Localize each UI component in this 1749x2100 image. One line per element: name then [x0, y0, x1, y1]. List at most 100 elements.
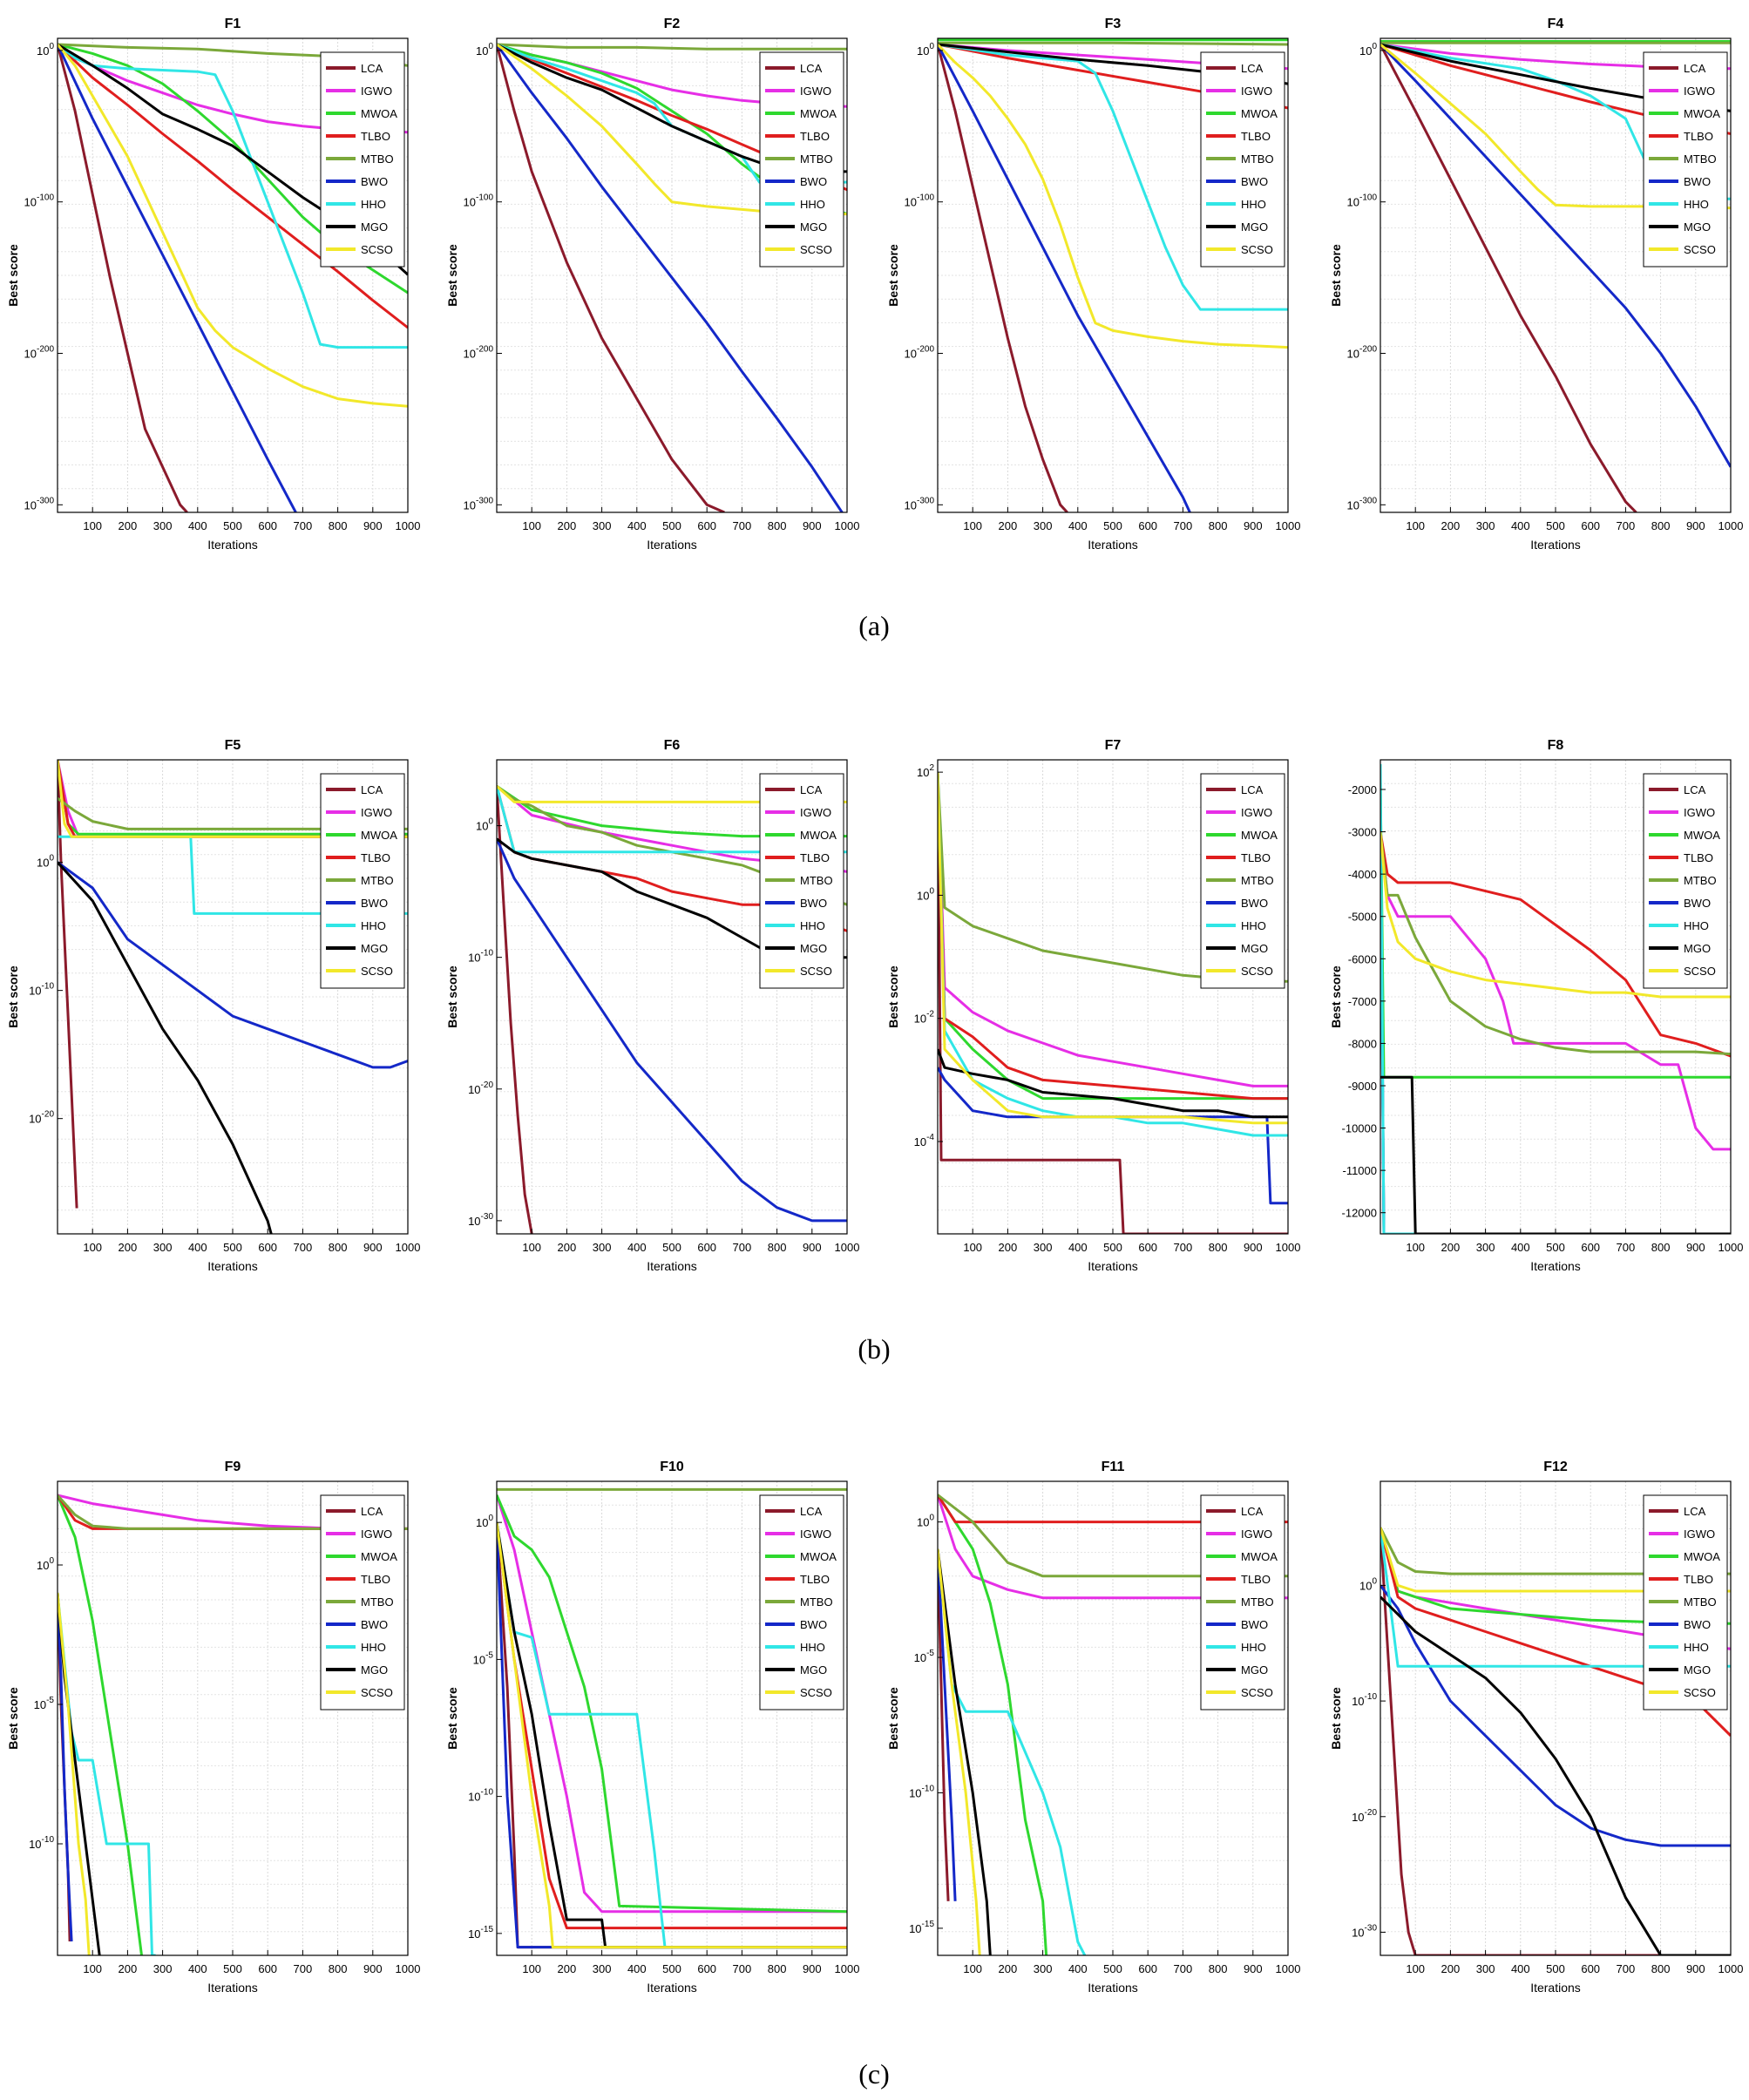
series-line-mwoa: [58, 1494, 143, 1955]
x-tick-label: 300: [1476, 1241, 1495, 1254]
legend-label-igwo: IGWO: [361, 85, 392, 98]
y-tick-label: 10-100: [24, 193, 55, 209]
x-tick-label: 100: [522, 1962, 541, 1975]
x-tick-label: 100: [1406, 1962, 1425, 1975]
x-tick-label: 900: [803, 1241, 822, 1254]
series-line-mgo: [497, 1521, 847, 1949]
x-tick-label: 100: [963, 519, 982, 532]
chart-title: F7: [1105, 738, 1122, 753]
caption-a: (a): [858, 610, 890, 641]
legend-label-mtbo: MTBO: [800, 1595, 833, 1609]
legend-label-hho: HHO: [800, 198, 825, 211]
series-line-bwo: [58, 44, 297, 512]
legend-label-lca: LCA: [361, 783, 383, 796]
x-tick-label: 1000: [396, 519, 421, 532]
y-tick-label: 10-10: [29, 982, 54, 998]
x-tick-label: 600: [1138, 1241, 1157, 1254]
x-tick-label: 700: [1617, 1241, 1636, 1254]
y-tick-label: 100: [37, 854, 54, 870]
y-tick-label: 10-100: [464, 193, 494, 209]
x-tick-label: 600: [1138, 1962, 1157, 1975]
legend-label-scso: SCSO: [1241, 243, 1273, 256]
y-tick-label: 100: [917, 1514, 934, 1529]
legend-label-igwo: IGWO: [361, 1528, 392, 1541]
chart-f8: 100 200 300 400 500 600 700 800 900 1000 -2000 -300…: [1329, 738, 1743, 1273]
x-tick-label: 400: [1511, 1241, 1530, 1254]
x-tick-label: 500: [662, 1241, 681, 1254]
x-tick-label: 500: [1546, 1241, 1565, 1254]
x-tick-label: 1000: [1718, 1241, 1744, 1254]
chart-title: F11: [1102, 1460, 1125, 1474]
x-axis-label: Iterations: [1088, 538, 1138, 552]
x-tick-label: 400: [1068, 1962, 1088, 1975]
series-line-mtbo: [1380, 831, 1731, 1056]
series-line-scso: [1380, 1527, 1731, 1593]
legend-label-scso: SCSO: [361, 1686, 393, 1699]
x-tick-label: 700: [733, 1962, 752, 1975]
x-tick-label: 900: [1686, 1962, 1705, 1975]
y-tick-label: 10-10: [468, 949, 493, 965]
x-tick-label: 700: [733, 519, 752, 532]
x-tick-label: 300: [1476, 519, 1495, 532]
legend-label-hho: HHO: [1684, 1641, 1709, 1654]
x-tick-label: 900: [803, 519, 822, 532]
legend-label-mtbo: MTBO: [800, 152, 833, 166]
chart-title: F9: [225, 1460, 241, 1474]
legend-label-mtbo: MTBO: [1241, 152, 1274, 166]
x-tick-label: 600: [258, 519, 277, 532]
legend: LCA IGWO MWOA TLBO MTBO BWO HHO MGO SCSO: [759, 773, 844, 989]
x-tick-label: 200: [999, 1241, 1018, 1254]
legend-label-hho: HHO: [1241, 198, 1266, 211]
y-axis-label: Best score: [886, 244, 900, 307]
legend-label-lca: LCA: [1241, 1505, 1264, 1518]
x-tick-label: 200: [119, 1962, 138, 1975]
x-tick-label: 800: [768, 1962, 787, 1975]
x-tick-label: 600: [697, 1962, 716, 1975]
x-tick-label: 400: [1511, 519, 1530, 532]
series-line-scso: [58, 760, 408, 838]
x-tick-label: 500: [223, 1962, 242, 1975]
x-tick-label: 900: [363, 1962, 383, 1975]
x-tick-label: 600: [258, 1962, 277, 1975]
legend-label-mtbo: MTBO: [1684, 1595, 1717, 1609]
series-group: [58, 1494, 408, 1955]
legend-label-igwo: IGWO: [1684, 1528, 1715, 1541]
x-tick-label: 100: [963, 1241, 982, 1254]
y-axis-label: Best score: [6, 1687, 20, 1750]
x-tick-label: 400: [188, 519, 207, 532]
legend-label-igwo: IGWO: [1684, 806, 1715, 819]
x-tick-label: 600: [697, 1241, 716, 1254]
legend-label-scso: SCSO: [800, 1686, 832, 1699]
x-tick-label: 900: [363, 1241, 383, 1254]
x-tick-label: 300: [1476, 1962, 1495, 1975]
caption-c: (c): [858, 2058, 890, 2090]
x-tick-label: 700: [1617, 1962, 1636, 1975]
legend-label-mwoa: MWOA: [361, 1550, 397, 1563]
y-tick-label: 10-300: [1347, 496, 1378, 511]
series-line-igwo: [1380, 831, 1731, 1151]
legend: LCA IGWO MWOA TLBO MTBO BWO HHO MGO SCSO: [1643, 51, 1728, 268]
x-tick-label: 500: [223, 519, 242, 532]
series-line-bwo: [1380, 1584, 1731, 1847]
x-tick-label: 400: [627, 1241, 647, 1254]
legend: LCA IGWO MWOA TLBO MTBO BWO HHO MGO SCSO: [1643, 1494, 1728, 1710]
y-tick-label: 100: [476, 1514, 493, 1529]
legend-label-igwo: IGWO: [800, 85, 831, 98]
x-tick-label: 700: [733, 1241, 752, 1254]
legend-label-igwo: IGWO: [1684, 85, 1715, 98]
series-line-scso: [938, 772, 1288, 1125]
chart-f10: 100 200 300 400 500 600 700 800 900 1000 100 10-5 10…: [445, 1460, 859, 1995]
legend-label-mtbo: MTBO: [1241, 1595, 1274, 1609]
x-tick-label: 700: [1174, 1962, 1193, 1975]
x-tick-label: 200: [119, 1241, 138, 1254]
legend-label-scso: SCSO: [1684, 1686, 1716, 1699]
legend-label-bwo: BWO: [800, 1618, 827, 1631]
legend-label-bwo: BWO: [361, 1618, 388, 1631]
chart-f5: 100 200 300 400 500 600 700 800 900 1000 100 10-10 1…: [6, 738, 420, 1273]
series-line-igwo: [497, 1494, 847, 1914]
y-tick-label: 10-2: [914, 1010, 935, 1026]
y-tick-label: -9000: [1348, 1080, 1377, 1093]
legend-label-mtbo: MTBO: [800, 874, 833, 887]
series-group: [938, 38, 1288, 512]
x-tick-label: 400: [188, 1241, 207, 1254]
